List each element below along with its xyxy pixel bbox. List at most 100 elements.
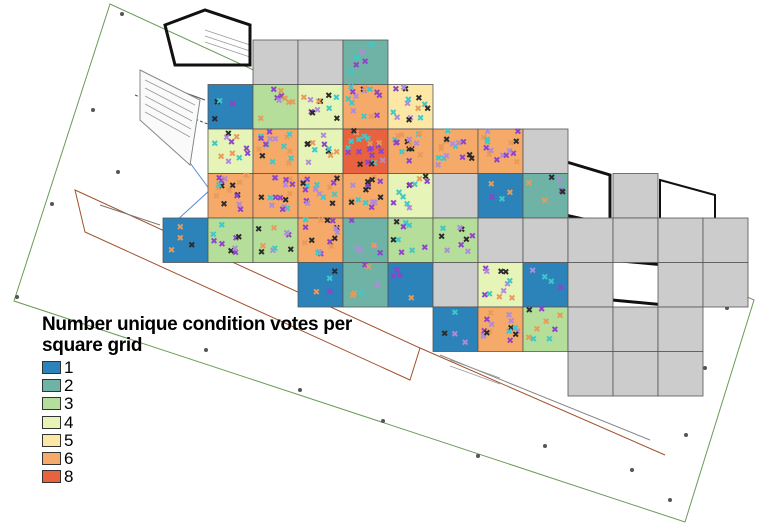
vote-marker: ✖ — [366, 85, 374, 95]
vote-marker: ✖ — [547, 278, 555, 288]
vote-marker: ✖ — [326, 184, 334, 194]
vote-marker: ✖ — [405, 96, 413, 106]
vote-marker: ✖ — [218, 221, 226, 231]
vote-marker: ✖ — [235, 200, 243, 210]
vote-marker: ✖ — [220, 200, 228, 210]
vote-marker: ✖ — [331, 235, 339, 245]
vote-marker: ✖ — [393, 114, 401, 124]
vote-marker: ✖ — [362, 199, 370, 209]
vote-marker: ✖ — [468, 155, 476, 165]
vote-marker: ✖ — [364, 134, 372, 144]
vote-marker: ✖ — [392, 139, 400, 149]
vote-marker: ✖ — [303, 197, 311, 207]
vote-marker: ✖ — [414, 105, 422, 115]
legend: Number unique condition votes per square… — [42, 314, 372, 486]
vote-marker: ✖ — [435, 154, 443, 164]
vote-marker: ✖ — [211, 140, 219, 150]
vote-marker: ✖ — [461, 338, 469, 348]
grid-cell — [252, 173, 299, 219]
vote-marker: ✖ — [232, 248, 240, 258]
vote-marker: ✖ — [354, 196, 362, 206]
vote-marker: ✖ — [236, 179, 244, 189]
vote-marker: ✖ — [498, 195, 506, 205]
grid-cell — [342, 262, 389, 308]
vote-marker: ✖ — [415, 94, 423, 104]
vote-marker: ✖ — [400, 223, 408, 233]
legend-item: 3 — [42, 395, 372, 413]
grid-cell — [432, 262, 479, 308]
vote-marker: ✖ — [289, 181, 297, 191]
grid-cell — [657, 306, 704, 352]
grid-cell — [522, 217, 569, 263]
vote-marker: ✖ — [268, 202, 276, 212]
grid-cell — [612, 217, 659, 263]
grid-cell — [702, 217, 749, 263]
legend-item: 5 — [42, 431, 372, 449]
grid-cell — [432, 128, 479, 174]
vote-marker: ✖ — [506, 277, 514, 287]
vote-marker: ✖ — [299, 179, 307, 189]
vote-marker: ✖ — [542, 318, 550, 328]
vote-marker: ✖ — [326, 287, 334, 297]
vote-marker: ✖ — [355, 135, 363, 145]
vote-marker: ✖ — [333, 224, 341, 234]
vote-marker: ✖ — [302, 224, 310, 234]
vote-marker: ✖ — [558, 187, 566, 197]
legend-list: 1 2 3 4 5 6 8 — [42, 358, 372, 486]
vote-marker: ✖ — [269, 158, 277, 168]
vote-marker: ✖ — [421, 101, 429, 111]
vote-marker: ✖ — [496, 293, 504, 303]
vote-marker: ✖ — [348, 198, 356, 208]
vote-marker: ✖ — [393, 266, 401, 276]
vote-marker: ✖ — [408, 145, 416, 155]
grid-cell — [207, 217, 254, 263]
vote-marker: ✖ — [277, 87, 285, 97]
vote-marker: ✖ — [218, 177, 226, 187]
grid-cell — [432, 306, 479, 352]
vote-marker: ✖ — [437, 145, 445, 155]
vote-marker: ✖ — [304, 200, 312, 210]
vote-marker: ✖ — [379, 156, 387, 166]
vote-marker: ✖ — [508, 294, 516, 304]
vote-marker: ✖ — [371, 159, 379, 169]
vote-marker: ✖ — [421, 244, 429, 254]
legend-item: 8 — [42, 468, 372, 486]
vote-marker: ✖ — [217, 153, 225, 163]
vote-marker: ✖ — [548, 174, 556, 184]
vote-marker: ✖ — [439, 224, 447, 234]
vote-marker: ✖ — [507, 317, 515, 327]
grid-cell — [252, 39, 299, 85]
vote-marker: ✖ — [226, 187, 234, 197]
grid-cell — [612, 173, 659, 219]
vote-marker: ✖ — [364, 159, 372, 169]
vote-marker: ✖ — [480, 327, 488, 337]
vote-marker: ✖ — [237, 206, 245, 216]
vote-marker: ✖ — [484, 127, 492, 137]
vote-marker: ✖ — [503, 151, 511, 161]
vote-marker: ✖ — [423, 178, 431, 188]
vote-marker: ✖ — [347, 83, 355, 93]
vote-marker: ✖ — [506, 147, 514, 157]
vote-marker: ✖ — [300, 94, 308, 104]
grid-cell — [477, 306, 524, 352]
vote-marker: ✖ — [541, 197, 549, 207]
vote-marker: ✖ — [406, 181, 414, 191]
vote-marker: ✖ — [415, 131, 423, 141]
vote-marker: ✖ — [315, 248, 323, 258]
vote-marker: ✖ — [301, 239, 309, 249]
vote-marker: ✖ — [270, 86, 278, 96]
grid-cell — [702, 262, 749, 308]
vote-marker: ✖ — [360, 132, 368, 142]
vote-marker: ✖ — [481, 291, 489, 301]
vote-marker: ✖ — [333, 148, 341, 158]
vote-marker: ✖ — [282, 176, 290, 186]
vote-marker: ✖ — [259, 242, 267, 252]
legend-item: 4 — [42, 413, 372, 431]
vote-marker: ✖ — [530, 335, 538, 345]
vote-marker: ✖ — [497, 267, 505, 277]
vote-marker: ✖ — [443, 246, 451, 256]
vote-marker: ✖ — [176, 234, 184, 244]
vote-marker: ✖ — [259, 152, 267, 162]
wall-block — [163, 8, 252, 67]
